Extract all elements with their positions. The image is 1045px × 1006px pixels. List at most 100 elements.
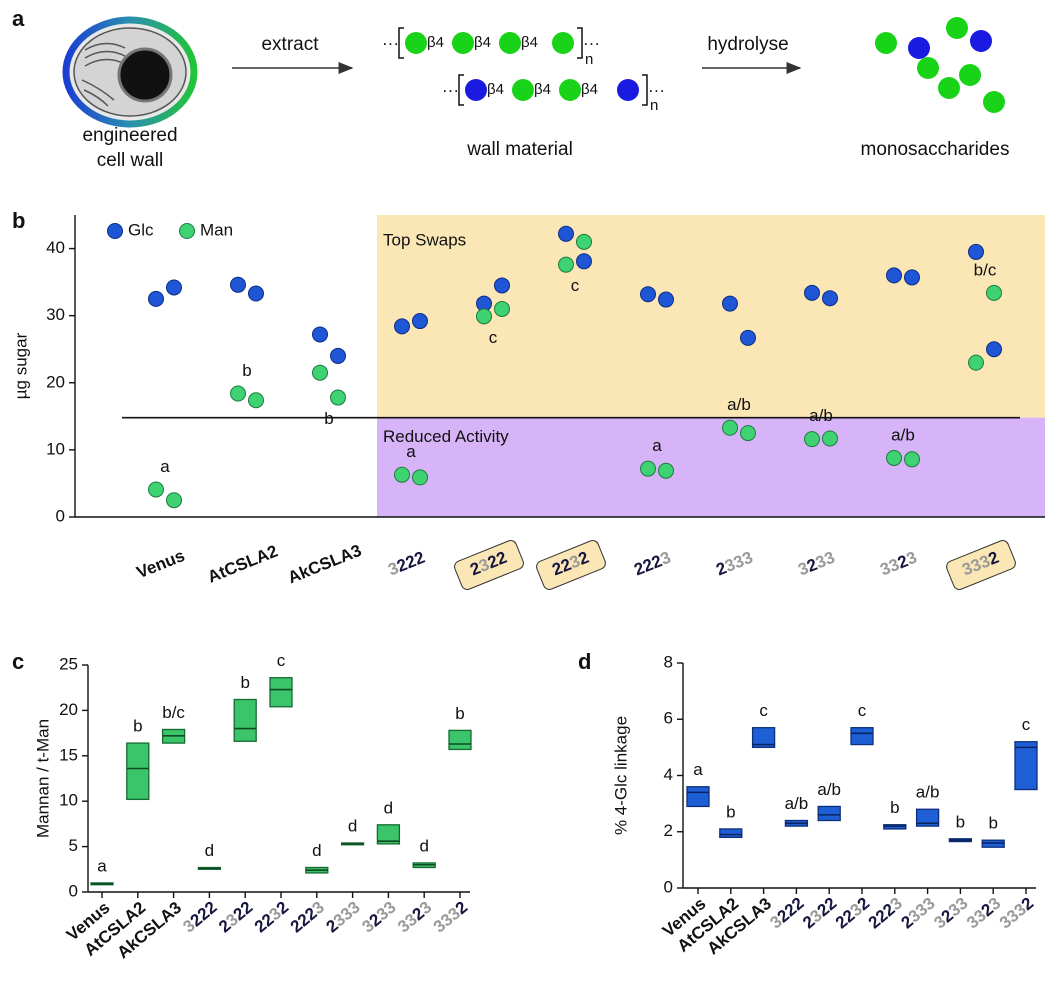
x-tick-label: 2223 xyxy=(865,894,906,933)
point xyxy=(823,291,838,306)
y-tick-label: 20 xyxy=(46,372,65,391)
x-tick-label: 3332 xyxy=(430,898,471,937)
point xyxy=(395,319,410,334)
panel-label: d xyxy=(578,649,591,674)
linkage: β4 xyxy=(521,34,538,51)
point xyxy=(559,257,574,272)
significance-label: a/b xyxy=(785,794,809,813)
y-tick-label: 4 xyxy=(664,765,673,784)
x-tick-label: 2333 xyxy=(323,898,364,937)
category: 2232 xyxy=(535,539,607,592)
x-tick-label: 3222 xyxy=(180,898,221,937)
box xyxy=(270,678,292,707)
ellipsis: ··· xyxy=(442,80,459,99)
x-tick-label: 2333 xyxy=(898,894,939,933)
point xyxy=(331,348,346,363)
significance-label: b xyxy=(240,673,249,692)
ellipsis: ··· xyxy=(583,33,600,52)
legend-label: Glc xyxy=(128,220,154,239)
box xyxy=(449,730,471,749)
point xyxy=(823,431,838,446)
ellipsis: ··· xyxy=(648,80,665,99)
linkage: β4 xyxy=(474,34,491,51)
point xyxy=(741,330,756,345)
y-tick-label: 15 xyxy=(59,745,78,764)
point xyxy=(887,450,902,465)
y-tick-label: 6 xyxy=(664,709,673,728)
point xyxy=(741,426,756,441)
point xyxy=(495,301,510,316)
box xyxy=(720,829,742,837)
category: Venus xyxy=(134,546,188,582)
glc-residue xyxy=(552,32,574,54)
point xyxy=(641,461,656,476)
significance-label: b xyxy=(890,798,899,817)
significance-label: b xyxy=(242,361,251,380)
y-tick-label: 20 xyxy=(59,700,78,719)
y-tick-label: 2 xyxy=(664,821,673,840)
significance-label: c xyxy=(858,701,867,720)
point xyxy=(905,270,920,285)
y-tick-label: 0 xyxy=(664,877,673,896)
category: 2322 xyxy=(453,539,525,592)
action-label: extract xyxy=(261,34,319,55)
significance-label: b/c xyxy=(162,703,185,722)
point xyxy=(987,285,1002,300)
point xyxy=(659,292,674,307)
y-tick-label: 0 xyxy=(69,881,78,900)
significance-label: a/b xyxy=(727,395,751,414)
category: 3323 xyxy=(878,548,920,580)
legend-marker xyxy=(180,224,195,239)
box xyxy=(234,700,256,742)
y-axis-title: µg sugar xyxy=(11,332,30,399)
point xyxy=(413,314,428,329)
category: AtCSLA2 xyxy=(205,541,280,586)
category: 3233 xyxy=(796,548,838,580)
box xyxy=(1015,742,1037,790)
region-label: Top Swaps xyxy=(383,230,466,249)
region-label: Reduced Activity xyxy=(383,427,509,446)
significance-label: b xyxy=(956,812,965,831)
x-tick-label: 2232 xyxy=(251,898,292,937)
x-tick-label: 3323 xyxy=(878,548,920,580)
x-tick-label: 2223 xyxy=(287,898,328,937)
point xyxy=(577,234,592,249)
category: AkCSLA3 xyxy=(285,541,364,588)
point xyxy=(805,432,820,447)
repeat-label: n xyxy=(650,97,658,114)
point xyxy=(249,393,264,408)
point xyxy=(723,296,738,311)
x-tick-label: 3323 xyxy=(963,894,1004,933)
point xyxy=(167,280,182,295)
significance-label: a/b xyxy=(809,406,833,425)
point xyxy=(149,482,164,497)
point xyxy=(313,365,328,380)
point xyxy=(969,244,984,259)
x-tick-label: 3233 xyxy=(359,898,400,937)
significance-label: a/b xyxy=(891,425,915,444)
significance-label: a xyxy=(97,856,107,875)
linkage: β4 xyxy=(487,81,504,98)
point xyxy=(987,342,1002,357)
panel-label: a xyxy=(12,6,25,31)
significance-label: c xyxy=(489,328,498,347)
category: 2223 xyxy=(632,548,674,580)
significance-label: c xyxy=(1022,715,1031,734)
action-label: hydrolyse xyxy=(707,34,788,55)
point xyxy=(231,386,246,401)
significance-label: d xyxy=(419,836,428,855)
y-tick-label: 10 xyxy=(59,791,78,810)
significance-label: a xyxy=(693,760,703,779)
y-tick-label: 5 xyxy=(69,836,78,855)
point xyxy=(477,309,492,324)
significance-label: b xyxy=(133,717,142,736)
x-tick-label: 2333 xyxy=(714,548,756,580)
legend-marker xyxy=(108,224,123,239)
point xyxy=(167,493,182,508)
point xyxy=(659,463,674,478)
panel-label: b xyxy=(12,208,25,233)
repeat-label: n xyxy=(585,51,593,68)
category: 2333 xyxy=(714,548,756,580)
significance-label: a xyxy=(406,442,416,461)
significance-label: c xyxy=(759,701,768,720)
